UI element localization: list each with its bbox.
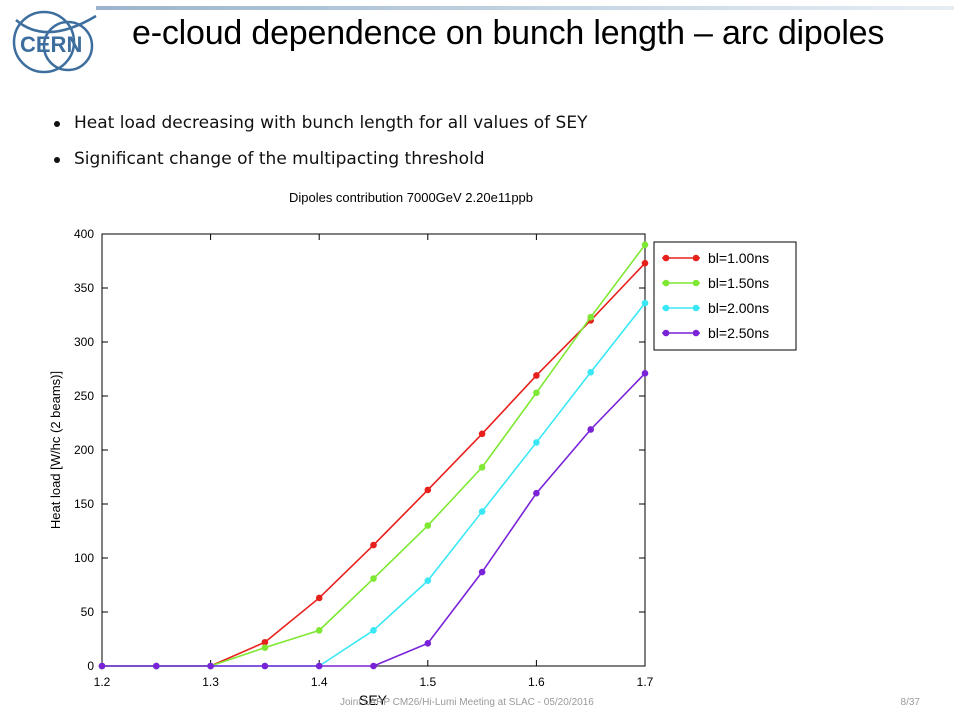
data-point <box>207 662 214 670</box>
cern-logo: CERN <box>12 10 97 74</box>
data-point <box>533 439 540 446</box>
data-point <box>533 489 540 497</box>
y-tick-label: 400 <box>74 227 94 241</box>
data-point <box>370 662 377 670</box>
data-point <box>641 259 649 267</box>
legend-swatch-point <box>662 279 670 287</box>
bullet-item: Heat load decreasing with bunch length f… <box>52 111 587 147</box>
data-point <box>315 594 323 602</box>
data-point <box>315 662 323 670</box>
bullet-item: Significant change of the multipacting t… <box>52 147 587 183</box>
series-line <box>102 372 646 667</box>
data-point <box>261 644 269 651</box>
legend-swatch-point <box>692 279 700 287</box>
series-bl-1-00ns <box>98 259 649 670</box>
data-point <box>370 575 377 582</box>
chart-title: Dipoles contribution 7000GeV 2.20e11ppb <box>289 190 533 205</box>
y-tick-label: 150 <box>74 497 94 511</box>
x-axis: 1.2 1.3 1.4 1.5 1.6 1.7 <box>94 234 654 689</box>
y-tick-label: 0 <box>87 659 94 673</box>
bullet-list: Heat load decreasing with bunch length f… <box>52 111 587 183</box>
bullet-text: Significant change of the multipacting t… <box>74 149 485 169</box>
footer-text: Joint LARP CM26/Hi-Lumi Meeting at SLAC … <box>340 697 594 708</box>
legend-label: bl=2.50ns <box>708 325 769 341</box>
x-tick-label: 1.6 <box>528 675 545 689</box>
x-tick-label: 1.7 <box>637 675 654 689</box>
cern-logo-icon <box>12 10 97 74</box>
y-axis-label: Heat load [W/hc (2 beams)] <box>48 371 63 529</box>
y-tick-label: 350 <box>74 281 94 295</box>
heat-load-chart: Dipoles contribution 7000GeV 2.20e11ppb … <box>48 190 797 708</box>
data-point <box>587 313 594 321</box>
x-tick-label: 1.2 <box>94 675 111 689</box>
slide-title: e-cloud dependence on bunch length – arc… <box>132 14 885 52</box>
x-tick-label: 1.4 <box>311 675 328 689</box>
series-line <box>102 262 646 667</box>
series-layer <box>98 241 649 670</box>
data-point <box>424 522 432 529</box>
data-point <box>478 568 486 576</box>
data-point <box>641 241 649 249</box>
data-point <box>587 426 594 433</box>
data-point <box>641 370 649 377</box>
data-point <box>478 508 486 515</box>
y-tick-label: 200 <box>74 443 94 457</box>
plot-frame <box>101 233 646 667</box>
legend-label: bl=1.00ns <box>708 250 769 266</box>
bullet-dot <box>54 121 60 127</box>
series-bl-2-50ns <box>98 370 649 670</box>
series-line <box>102 244 646 667</box>
y-tick-label: 50 <box>81 605 95 619</box>
data-point <box>424 486 432 494</box>
legend-swatch-point <box>662 329 670 337</box>
data-point <box>478 463 486 471</box>
legend-label: bl=1.50ns <box>708 275 769 291</box>
legend: bl=1.00ns bl=1.50ns bl=2.00ns bl=2.50ns <box>653 241 797 351</box>
x-tick-label: 1.3 <box>202 675 219 689</box>
y-tick-label: 300 <box>74 335 94 349</box>
header-accent-bar <box>96 6 954 10</box>
series-bl-1-50ns <box>98 241 649 670</box>
legend-swatch-point <box>692 329 700 337</box>
legend-box <box>653 241 797 351</box>
x-tick-label: 1.5 <box>419 675 436 689</box>
y-tick-label: 100 <box>74 551 94 565</box>
data-point <box>153 662 160 670</box>
x-axis-label: SEY <box>359 692 388 708</box>
data-point <box>261 662 269 670</box>
data-point <box>370 627 377 634</box>
data-point <box>478 430 486 438</box>
data-point <box>261 638 269 646</box>
data-point <box>424 577 432 584</box>
y-axis: 0 50 100 150 200 250 300 350 400 <box>74 227 645 673</box>
page-number: 8/37 <box>900 697 920 708</box>
data-point <box>641 299 649 307</box>
data-point <box>533 372 540 379</box>
data-point <box>315 627 323 634</box>
legend-swatch-point <box>692 254 700 262</box>
data-point <box>587 368 594 376</box>
legend-swatch-point <box>662 254 670 262</box>
data-point <box>424 640 432 647</box>
legend-swatch-point <box>692 304 700 312</box>
series-bl-2-00ns <box>98 299 649 670</box>
data-point <box>98 662 106 670</box>
bullet-text: Heat load decreasing with bunch length f… <box>74 113 588 133</box>
data-point <box>533 389 540 397</box>
series-line <box>102 302 646 667</box>
y-tick-label: 250 <box>74 389 94 403</box>
bullet-dot <box>54 157 60 163</box>
legend-label: bl=2.00ns <box>708 300 769 316</box>
data-point <box>370 541 377 549</box>
legend-swatch-point <box>662 304 670 312</box>
cern-logo-text: CERN <box>20 32 82 57</box>
